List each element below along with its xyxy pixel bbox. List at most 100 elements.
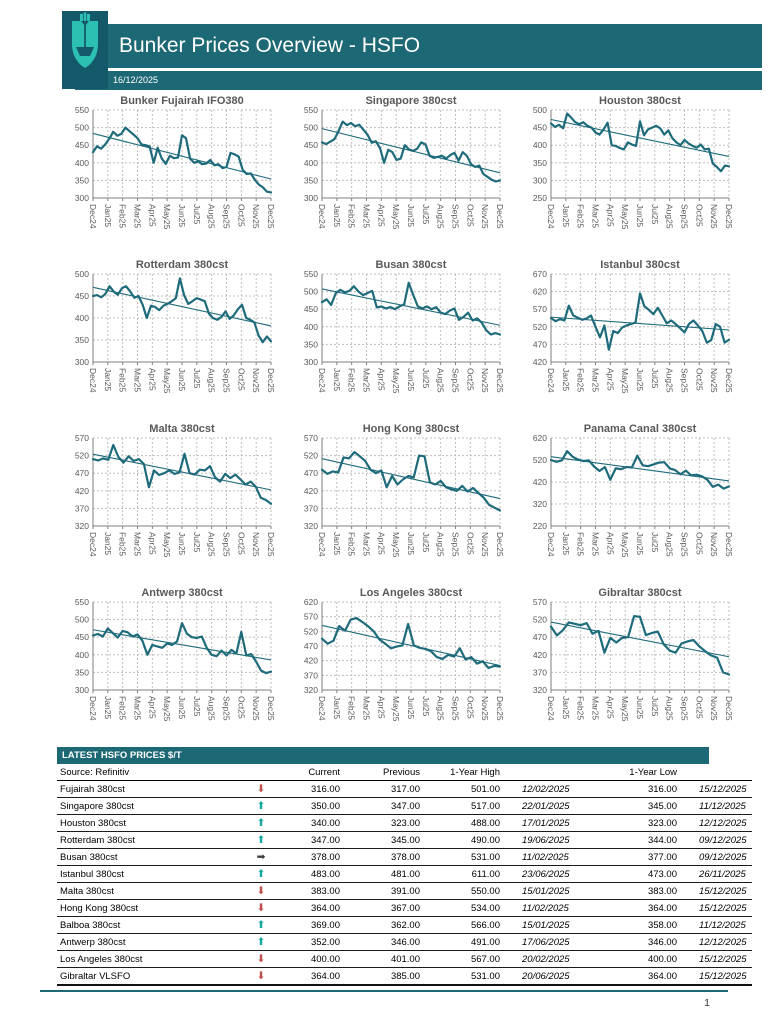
x-tick-label: Jun25 [635, 696, 645, 719]
table-row: Balboa 380cst ⬆ 369.00 362.00 566.00 15/01/20… [57, 916, 752, 934]
y-tick-label: 400 [75, 313, 89, 323]
year-high-date-cell: 15/01/2025 [510, 916, 605, 934]
x-tick-label: Oct25 [694, 368, 704, 391]
x-tick-label: Aug25 [665, 532, 675, 557]
x-tick-label: Mar25 [133, 532, 143, 556]
previous-price-cell: 345.00 [350, 831, 430, 849]
price-name-cell: Fujairah 380cst [57, 780, 250, 798]
y-tick-label: 620 [304, 597, 318, 607]
chart-cell-8: Panama Canal 380cst 220 320 420 520 620 Dec24 J… [515, 420, 737, 580]
price-chart-6: Malta 380cst 320 370 420 470 520 570 Dec24 Jan25… [75, 423, 276, 558]
table-row: Los Angeles 380cst ⬇ 400.00 401.00 567.00 20/… [57, 950, 752, 968]
previous-price-cell: 481.00 [350, 865, 430, 883]
footer-rule [40, 990, 728, 992]
price-chart-7: Hong Kong 380cst 320 370 420 470 520 570 Dec24 J… [304, 423, 505, 558]
x-tick-label: Oct25 [465, 696, 475, 719]
x-tick-label: Jan25 [332, 368, 342, 391]
x-tick-label: Oct25 [694, 532, 704, 555]
x-tick-label: Jan25 [561, 696, 571, 719]
year-high-date-cell: 17/06/2025 [510, 933, 605, 951]
y-tick-label: 400 [304, 322, 318, 332]
year-high-date-cell: 11/02/2025 [510, 899, 605, 917]
current-price-cell: 340.00 [272, 814, 350, 832]
x-tick-label: Dec25 [495, 368, 505, 393]
year-low-date-cell: 15/12/2025 [687, 967, 752, 986]
x-tick-label: Oct25 [236, 532, 246, 555]
previous-price-cell: 401.00 [350, 950, 430, 968]
trend-down-icon: ⬇ [250, 967, 272, 986]
x-tick-label: Dec25 [495, 696, 505, 721]
year-high-cell: 531.00 [430, 967, 510, 986]
x-tick-label: Sep25 [680, 368, 690, 393]
chart-cell-11: Gibraltar 380cst 320 370 420 470 520 570 Dec24 J… [515, 584, 737, 744]
x-tick-label: Jun25 [635, 532, 645, 555]
trend-up-icon: ⬆ [250, 916, 272, 934]
trendline [550, 456, 730, 482]
x-tick-label: Apr25 [376, 368, 386, 391]
chart-title: Singapore 380cst [365, 95, 456, 107]
trendline [92, 453, 272, 491]
year-low-cell: 316.00 [605, 780, 687, 798]
previous-price-cell: 385.00 [350, 967, 430, 986]
table-title: LATEST HSFO PRICES $/T [57, 747, 709, 764]
y-tick-label: 570 [533, 597, 547, 607]
x-tick-label: Jul25 [421, 696, 431, 717]
x-tick-label: Nov25 [251, 696, 261, 721]
report-banner: Bunker Prices Overview - HSFO [75, 24, 762, 68]
y-tick-label: 620 [533, 287, 547, 297]
year-low-date-cell: 11/12/2025 [687, 916, 752, 934]
x-tick-label: Dec25 [724, 204, 734, 229]
x-tick-label: Nov25 [480, 204, 490, 229]
x-tick-label: Mar25 [591, 696, 601, 720]
x-tick-label: Nov25 [709, 368, 719, 393]
x-tick-label: Aug25 [207, 368, 217, 393]
year-high-cell: 488.00 [430, 814, 510, 832]
chart-cell-1: Singapore 380cst 300 350 400 450 500 550 Dec24 J… [286, 92, 508, 252]
y-tick-label: 300 [533, 175, 547, 185]
year-high-date-cell: 12/02/2025 [510, 780, 605, 798]
price-name-cell: Istanbul 380cst [57, 865, 250, 883]
x-tick-label: Apr25 [376, 204, 386, 227]
x-tick-label: Sep25 [680, 532, 690, 557]
y-tick-label: 550 [304, 269, 318, 279]
year-high-date-cell: 11/02/2025 [510, 848, 605, 866]
x-tick-label: Sep25 [451, 696, 461, 721]
trendline [321, 458, 501, 500]
y-tick-label: 400 [304, 158, 318, 168]
y-tick-label: 670 [533, 269, 547, 279]
table-row: Houston 380cst ⬆ 340.00 323.00 488.00 17/01/2… [57, 814, 752, 832]
x-tick-label: Feb25 [576, 696, 586, 720]
x-tick-label: Oct25 [465, 368, 475, 391]
y-tick-label: 400 [75, 650, 89, 660]
chart-cell-2: Houston 380cst 250 300 350 400 450 500 Dec24 Jan… [515, 92, 737, 252]
x-tick-label: Feb25 [347, 532, 357, 556]
x-tick-label: Oct25 [236, 696, 246, 719]
x-tick-label: Sep25 [222, 204, 232, 229]
x-tick-label: Oct25 [465, 532, 475, 555]
trend-flat-icon: ➡ [250, 848, 272, 866]
x-tick-label: Jan25 [561, 204, 571, 227]
current-price-cell: 316.00 [272, 780, 350, 798]
price-name-cell: Balboa 380cst [57, 916, 250, 934]
y-tick-label: 350 [304, 175, 318, 185]
chart-cell-3: Rotterdam 380cst 300 350 400 450 500 Dec24 Jan2… [57, 256, 279, 416]
year-low-cell: 346.00 [605, 933, 687, 951]
trend-up-icon: ⬆ [250, 831, 272, 849]
x-tick-label: Nov25 [480, 532, 490, 557]
x-tick-label: Mar25 [591, 204, 601, 228]
price-series-line [320, 281, 502, 336]
x-tick-label: Oct25 [694, 204, 704, 227]
chart-cell-4: Busan 380cst 300 350 400 450 500 550 Dec24 Jan25… [286, 256, 508, 416]
trendline [92, 132, 272, 180]
current-price-cell: 369.00 [272, 916, 350, 934]
x-tick-label: Jun25 [406, 532, 416, 555]
year-high-date-cell: 15/01/2025 [510, 882, 605, 900]
x-tick-label: May25 [620, 696, 630, 722]
x-tick-label: Aug25 [665, 204, 675, 229]
current-price-cell: 378.00 [272, 848, 350, 866]
price-name-cell: Rotterdam 380cst [57, 831, 250, 849]
y-tick-label: 550 [75, 105, 89, 115]
x-tick-label: Dec25 [495, 204, 505, 229]
x-tick-label: Apr25 [147, 204, 157, 227]
previous-price-cell: 367.00 [350, 899, 430, 917]
